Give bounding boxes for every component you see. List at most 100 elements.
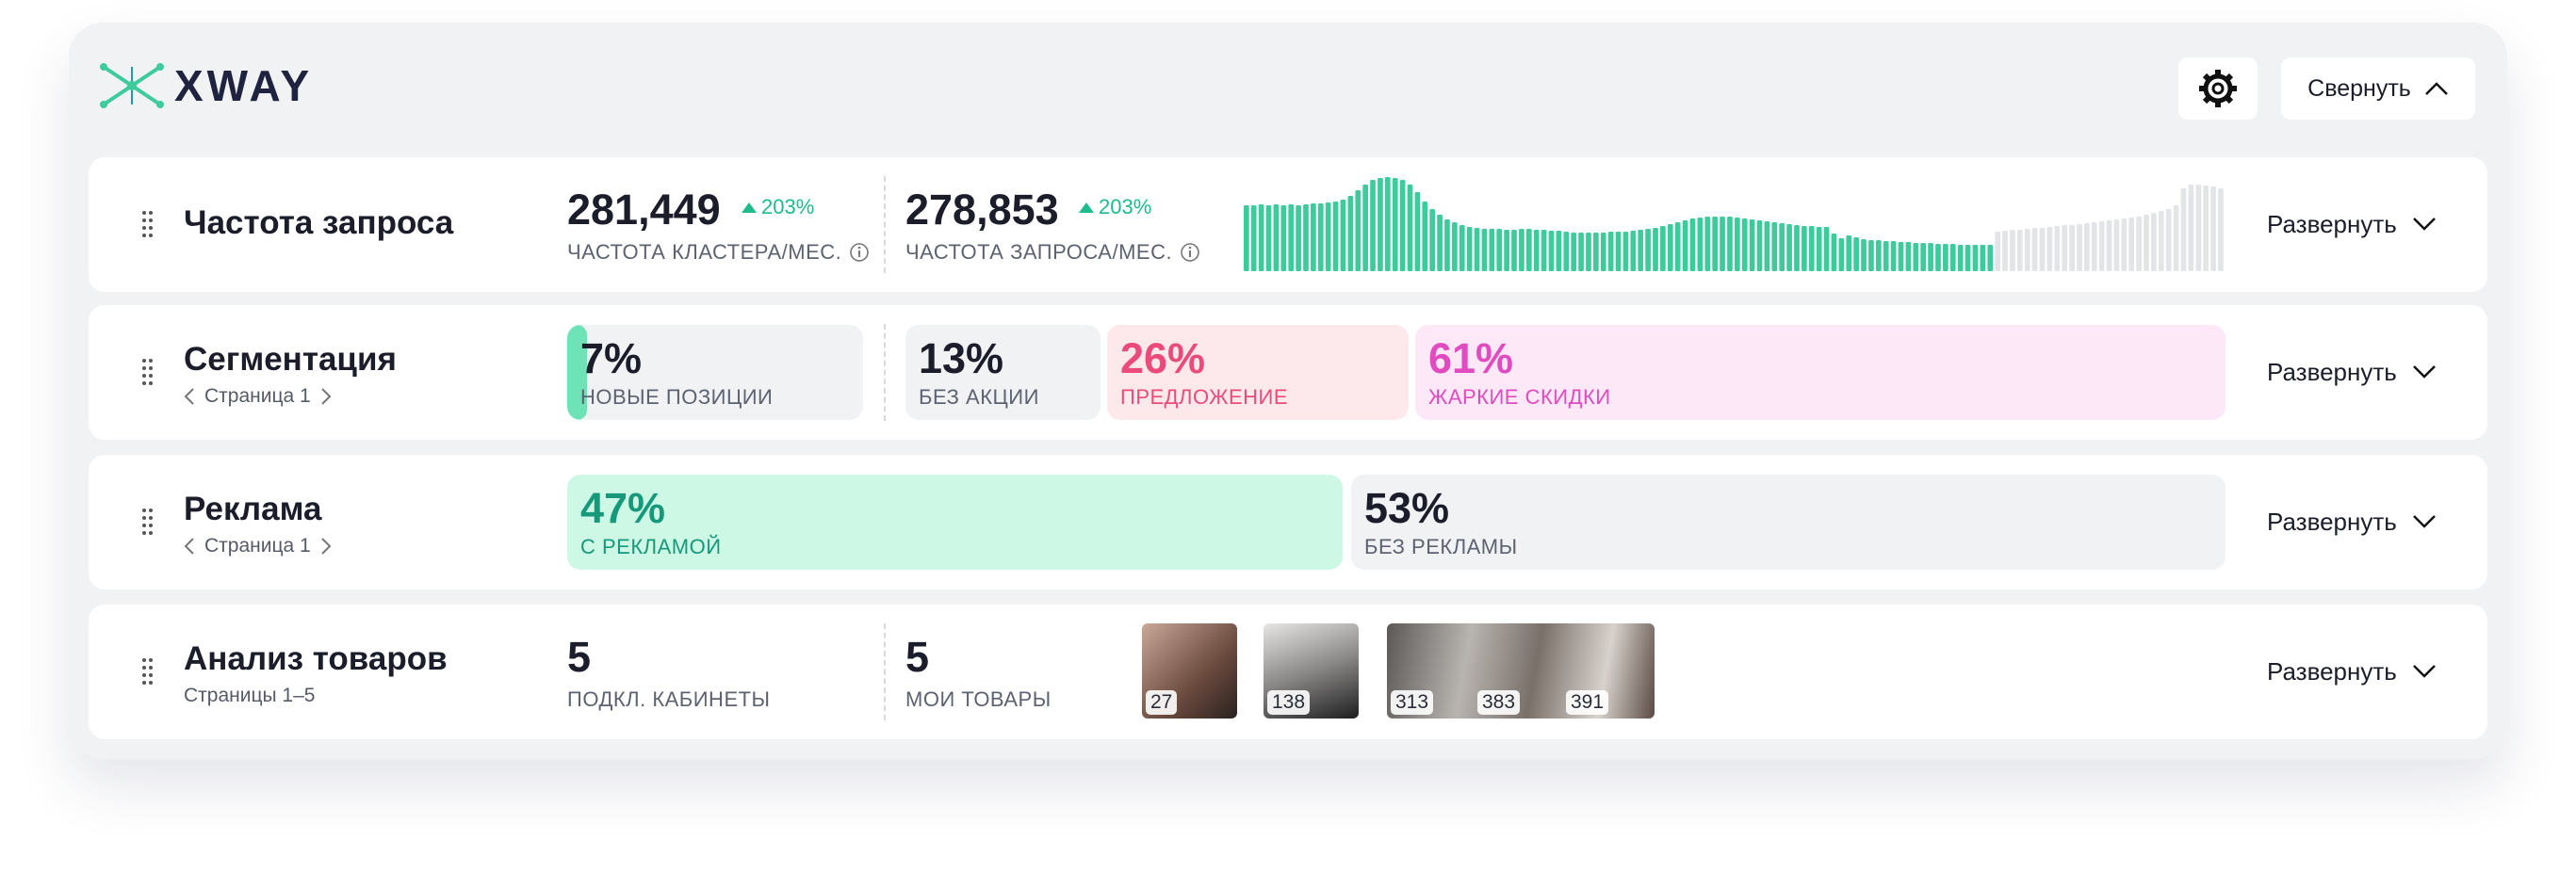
expand-button[interactable]: Развернуть bbox=[2267, 201, 2437, 248]
spark-bar bbox=[1496, 229, 1503, 271]
change-text: 203% bbox=[1099, 195, 1152, 218]
spark-bar bbox=[1622, 232, 1629, 271]
spark-bar bbox=[2077, 224, 2082, 271]
spark-bar bbox=[2054, 226, 2061, 271]
pager-text: Страница 1 bbox=[204, 385, 311, 407]
segment-box: 61% ЖАРКИЕ СКИДКИ bbox=[1415, 325, 2225, 420]
spark-bar bbox=[1481, 229, 1488, 271]
divider bbox=[884, 623, 886, 720]
chevron-right[interactable] bbox=[320, 387, 332, 406]
row-frequency: Частота запроса 281,449 203% ЧАСТОТА КЛА… bbox=[89, 157, 2487, 292]
spark-bar bbox=[2039, 228, 2046, 271]
logo-text: XWAY bbox=[174, 61, 314, 110]
chevron-right[interactable] bbox=[320, 537, 332, 556]
spark-bar bbox=[1407, 185, 1413, 271]
metric-label: ПОДКЛ. КАБИНЕТЫ bbox=[567, 687, 771, 711]
spark-bar bbox=[1697, 218, 1704, 271]
segment-value: 53% bbox=[1364, 484, 1450, 532]
drag-handle[interactable] bbox=[141, 210, 155, 238]
expand-button[interactable]: Развернуть bbox=[2267, 498, 2437, 545]
spark-bar bbox=[1786, 224, 1792, 271]
drag-handle[interactable] bbox=[141, 508, 155, 536]
segment-label: БЕЗ РЕКЛАМЫ bbox=[1364, 535, 1518, 558]
spark-bar bbox=[1384, 177, 1391, 271]
product-thumbnail[interactable]: 138 bbox=[1264, 623, 1359, 719]
spark-bar bbox=[2069, 225, 2075, 271]
metric-label: МОИ ТОВАРЫ bbox=[905, 687, 1052, 711]
segment-label: С РЕКЛАМОЙ bbox=[580, 535, 722, 558]
spark-bar bbox=[1511, 230, 1517, 271]
spark-bar bbox=[2195, 185, 2202, 271]
spark-bar bbox=[1645, 229, 1651, 271]
spark-bar bbox=[1303, 204, 1309, 271]
spark-bar bbox=[2046, 227, 2053, 271]
up-triangle bbox=[1079, 202, 1094, 213]
up-triangle bbox=[742, 202, 757, 213]
spark-bar bbox=[1771, 222, 1778, 271]
info-icon bbox=[850, 243, 870, 262]
spark-bar bbox=[1489, 229, 1495, 271]
spark-bar bbox=[1556, 231, 1562, 271]
spark-bar bbox=[1607, 232, 1614, 271]
row-products: Анализ товаров Страницы 1–5 5 ПОДКЛ. КАБ… bbox=[89, 605, 2487, 739]
spark-bar bbox=[2121, 218, 2128, 271]
spark-bar bbox=[1422, 202, 1428, 271]
segment-fill bbox=[567, 325, 587, 420]
segment-value: 7% bbox=[580, 334, 643, 382]
spark-bar bbox=[1875, 240, 1882, 271]
sparkline bbox=[1244, 177, 2224, 271]
spark-bar bbox=[1399, 180, 1406, 271]
spark-bar bbox=[2188, 185, 2194, 271]
spark-bar bbox=[2151, 213, 2157, 271]
spark-bar bbox=[1883, 241, 1889, 271]
spark-bar bbox=[1808, 226, 1815, 271]
spark-bar bbox=[1273, 204, 1280, 271]
spark-bar bbox=[1533, 230, 1540, 271]
logo: XWAY bbox=[99, 60, 313, 111]
spark-bar bbox=[1347, 196, 1354, 271]
drag-handle[interactable] bbox=[141, 358, 155, 386]
chevron-left[interactable] bbox=[184, 387, 195, 406]
collapse-button[interactable]: Свернуть bbox=[2281, 57, 2475, 120]
chevron-left[interactable] bbox=[184, 537, 195, 556]
spark-bar bbox=[1735, 218, 1740, 271]
spark-bar bbox=[2218, 188, 2224, 271]
thumb-badge: 313 bbox=[1391, 690, 1434, 715]
spark-bar bbox=[1861, 239, 1867, 271]
spark-bar bbox=[1704, 217, 1711, 271]
spark-bar bbox=[1838, 238, 1845, 271]
spark-bar bbox=[2173, 205, 2179, 271]
spark-bar bbox=[2031, 228, 2038, 271]
spark-bar bbox=[1853, 237, 1859, 271]
spark-bar bbox=[1928, 243, 1933, 271]
row-segmentation: Сегментация Страница 1 7% НОВЫЕ ПОЗИЦИИ 1… bbox=[89, 305, 2487, 440]
drag-handle[interactable] bbox=[141, 657, 155, 686]
expand-button[interactable]: Развернуть bbox=[2267, 348, 2437, 396]
chevron-down bbox=[2412, 515, 2436, 528]
pager: Страница 1 bbox=[184, 535, 332, 557]
spark-bar bbox=[1311, 203, 1316, 271]
thumb-badge: 391 bbox=[1566, 690, 1609, 715]
spark-bar bbox=[1250, 205, 1257, 271]
spark-bar bbox=[1682, 220, 1688, 271]
spark-bar bbox=[1288, 204, 1295, 271]
spark-bar bbox=[1749, 219, 1755, 271]
spark-bar bbox=[1638, 230, 1644, 271]
segment-value: 61% bbox=[1428, 334, 1514, 382]
spark-bar bbox=[2210, 186, 2216, 271]
settings-button[interactable] bbox=[2178, 57, 2258, 120]
spark-bar bbox=[1712, 217, 1719, 271]
spark-bar bbox=[1868, 240, 1874, 271]
chevron-down bbox=[2412, 218, 2436, 231]
collapse-label: Свернуть bbox=[2307, 74, 2411, 102]
segment-label: ЖАРКИЕ СКИДКИ bbox=[1428, 385, 1611, 409]
spark-bar bbox=[1674, 222, 1681, 271]
row-title: Сегментация bbox=[184, 341, 397, 378]
spark-bar bbox=[1741, 218, 1748, 271]
spark-bar bbox=[1325, 202, 1331, 271]
spark-bar bbox=[1660, 226, 1666, 271]
expand-button[interactable]: Развернуть bbox=[2267, 648, 2437, 695]
product-thumbnail[interactable]: 313 383 391 bbox=[1387, 623, 1655, 719]
product-thumbnail[interactable]: 27 bbox=[1142, 623, 1237, 719]
spark-bar bbox=[1355, 190, 1361, 271]
